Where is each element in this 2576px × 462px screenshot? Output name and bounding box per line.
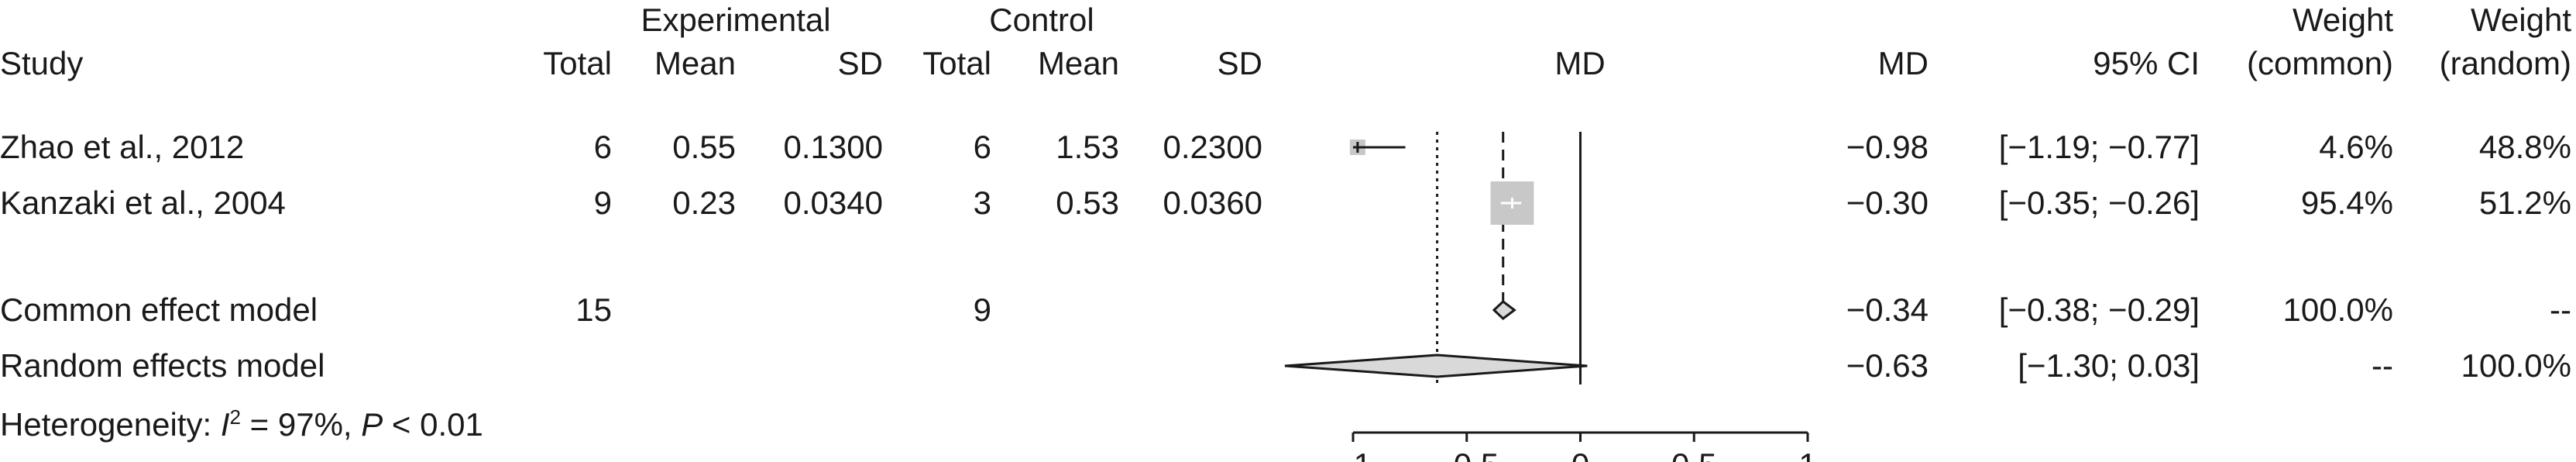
heterogeneity-prefix: Heterogeneity: — [0, 406, 221, 443]
heterogeneity-value: = 97%, — [240, 406, 362, 443]
x-axis-tick-label: −0.5 — [1434, 446, 1499, 462]
model-label: Random effects model — [0, 347, 325, 384]
e-total: 6 — [593, 129, 612, 165]
md-header: MD — [1877, 45, 1929, 81]
weight-common: 95.4% — [2300, 184, 2393, 221]
e-total: 9 — [593, 184, 612, 221]
ci-value: [−1.30; 0.03] — [2018, 347, 2200, 384]
e-total: 15 — [575, 291, 612, 328]
e-sd-header: SD — [837, 45, 883, 81]
random-effect-diamond — [1284, 353, 1588, 378]
e-mean: 0.55 — [672, 129, 736, 165]
md-value: −0.34 — [1846, 291, 1929, 328]
common-effect-diamond — [1492, 300, 1516, 320]
c-sd-header: SD — [1217, 45, 1262, 81]
heterogeneity-text: Heterogeneity: I2 = 97%, P < 0.01 — [0, 398, 483, 443]
study-name: Zhao et al., 2012 — [0, 129, 245, 165]
experimental-group-header: Experimental — [641, 2, 831, 38]
x-axis-tick-label: 0 — [1571, 446, 1589, 462]
i-squared-superscript: 2 — [229, 405, 241, 429]
c-mean-header: Mean — [1037, 45, 1119, 81]
ci-value: [−0.35; −0.26] — [1998, 184, 2200, 221]
weight-random-sub-header: (random) — [2439, 45, 2571, 81]
e-total-header: Total — [543, 45, 612, 81]
x-axis-tick-label: 0.5 — [1671, 446, 1716, 462]
weight-common: 4.6% — [2319, 129, 2393, 165]
md-value: −0.30 — [1846, 184, 1929, 221]
x-axis-tick-label: −1 — [1334, 446, 1372, 462]
weight-common-sub-header: (common) — [2246, 45, 2393, 81]
weight-random: 100.0% — [2461, 347, 2571, 384]
weight-random: 48.8% — [2478, 129, 2571, 165]
study-name: Kanzaki et al., 2004 — [0, 184, 286, 221]
c-total: 9 — [973, 291, 991, 328]
c-total-header: Total — [922, 45, 991, 81]
x-axis-tick-label: 1 — [1798, 446, 1816, 462]
i-squared-symbol: I — [220, 406, 230, 443]
weight-random-header: Weight — [2471, 2, 2571, 38]
ci-header: 95% CI — [2093, 45, 2200, 81]
weight-common: 100.0% — [2282, 291, 2393, 328]
p-value: < 0.01 — [383, 406, 483, 443]
weight-random: 51.2% — [2478, 184, 2571, 221]
c-mean: 0.53 — [1056, 184, 1119, 221]
c-sd: 0.2300 — [1163, 129, 1262, 165]
md-value: −0.63 — [1846, 347, 1929, 384]
weight-random: -- — [2550, 291, 2571, 328]
weight-common-header: Weight — [2293, 2, 2393, 38]
control-group-header: Control — [989, 2, 1094, 38]
e-mean: 0.23 — [672, 184, 736, 221]
e-sd: 0.0340 — [783, 184, 883, 221]
c-sd: 0.0360 — [1163, 184, 1262, 221]
e-sd: 0.1300 — [783, 129, 883, 165]
md-plot-header: MD — [1554, 45, 1606, 81]
study-header: Study — [0, 45, 84, 81]
c-total: 6 — [973, 129, 991, 165]
c-mean: 1.53 — [1056, 129, 1119, 165]
p-symbol: P — [361, 406, 383, 443]
ci-value: [−1.19; −0.77] — [1998, 129, 2200, 165]
e-mean-header: Mean — [654, 45, 736, 81]
model-label: Common effect model — [0, 291, 318, 328]
md-value: −0.98 — [1846, 129, 1929, 165]
ci-value: [−0.38; −0.29] — [1998, 291, 2200, 328]
weight-common: -- — [2372, 347, 2393, 384]
c-total: 3 — [973, 184, 991, 221]
